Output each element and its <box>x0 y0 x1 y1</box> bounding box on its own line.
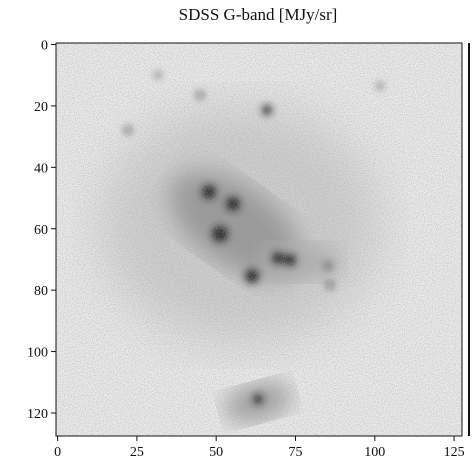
x-tick-label: 75 <box>288 445 302 460</box>
x-tick-label: 0 <box>54 445 61 460</box>
y-tick-label: 120 <box>27 407 48 422</box>
y-tick-label: 40 <box>34 161 48 176</box>
y-tick-label: 60 <box>34 223 48 238</box>
y-tick-label: 0 <box>41 39 48 54</box>
y-tick-label: 100 <box>27 346 48 361</box>
axes-frame <box>55 42 463 437</box>
chart-title: SDSS G-band [MJy/sr] <box>179 5 338 24</box>
x-tick-label: 50 <box>209 445 223 460</box>
x-tick-label: 25 <box>130 445 144 460</box>
image <box>56 43 462 436</box>
y-tick-label: 20 <box>34 100 48 115</box>
y-tick-label: 80 <box>34 284 48 299</box>
x-tick-label: 125 <box>444 445 465 460</box>
x-tick-label: 100 <box>364 445 385 460</box>
